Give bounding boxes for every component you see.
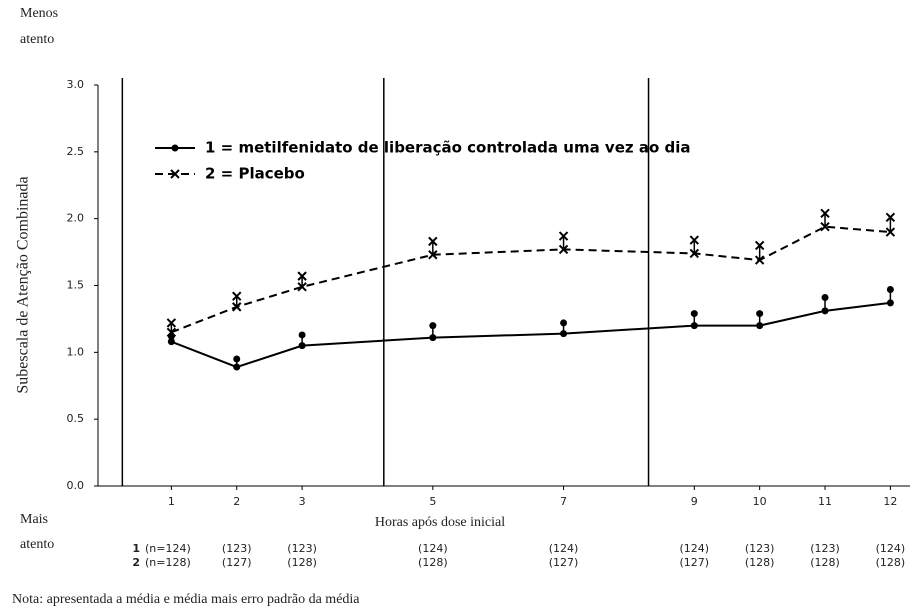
n-value: (124) [549, 542, 579, 555]
y-tick-label: 2.5 [67, 145, 85, 158]
top-label: atento [20, 32, 54, 47]
error-marker [297, 271, 307, 281]
legend-label: 1 = metilfenidato de liberação controlad… [205, 139, 690, 157]
n-value: (123) [287, 542, 317, 555]
n-value: (n=124) [145, 542, 191, 555]
marker [428, 250, 438, 260]
x-tick-label: 10 [753, 495, 767, 508]
y-axis-label: Subescala de Atenção Combinada [15, 176, 32, 393]
error-marker [754, 240, 765, 251]
n-value: (128) [810, 556, 840, 569]
n-value: (128) [287, 556, 317, 569]
n-value: (124) [679, 542, 709, 555]
error-marker [886, 286, 894, 294]
error-marker [166, 318, 177, 328]
legend-marker [171, 144, 179, 152]
n-value: (127) [679, 556, 709, 569]
series-line [171, 225, 891, 334]
y-tick-label: 0.0 [67, 479, 85, 492]
n-value: (128) [745, 556, 775, 569]
legend-label: 2 = Placebo [205, 165, 305, 183]
n-value: (123) [745, 542, 775, 555]
bottom-label: Mais [20, 512, 48, 527]
x-tick-label: 2 [233, 495, 240, 508]
error-marker [820, 208, 830, 219]
series-line [171, 301, 891, 369]
y-tick-label: 1.0 [67, 345, 85, 358]
error-marker [558, 231, 569, 241]
x-tick-label: 9 [691, 495, 698, 508]
x-axis-label: Horas após dose inicial [375, 515, 505, 530]
error-marker [756, 310, 764, 318]
n-value: (127) [222, 556, 252, 569]
error-marker [232, 291, 242, 301]
marker [232, 302, 242, 312]
error-marker [428, 236, 438, 247]
error-marker [560, 319, 568, 327]
x-tick-label: 7 [560, 495, 567, 508]
error-marker [429, 322, 437, 330]
n-value: (124) [418, 542, 448, 555]
n-value: (124) [876, 542, 906, 555]
y-tick-label: 2.0 [67, 212, 85, 225]
marker [297, 282, 307, 292]
error-marker [690, 310, 698, 318]
bottom-label: atento [20, 537, 54, 552]
error-marker [821, 294, 829, 302]
n-row-label: 1 [132, 542, 140, 555]
legend-marker [170, 169, 180, 179]
top-label: Menos [20, 6, 58, 21]
error-marker [233, 355, 241, 363]
n-value: (128) [418, 556, 448, 569]
n-value: (n=128) [145, 556, 191, 569]
x-tick-label: 1 [168, 495, 175, 508]
x-tick-label: 11 [818, 495, 832, 508]
n-row-label: 2 [132, 556, 140, 569]
y-tick-label: 0.5 [67, 412, 85, 425]
y-tick-label: 3.0 [67, 78, 85, 91]
x-tick-label: 3 [299, 495, 306, 508]
x-tick-label: 12 [883, 495, 897, 508]
y-tick-label: 1.5 [67, 279, 85, 292]
x-tick-label: 5 [429, 495, 436, 508]
n-value: (127) [549, 556, 579, 569]
error-marker [689, 235, 700, 245]
note: Nota: apresentada a média e média mais e… [12, 592, 360, 607]
marker [820, 221, 830, 232]
n-value: (123) [810, 542, 840, 555]
n-value: (128) [876, 556, 906, 569]
error-marker [885, 212, 896, 223]
error-marker [298, 331, 306, 339]
n-value: (123) [222, 542, 252, 555]
